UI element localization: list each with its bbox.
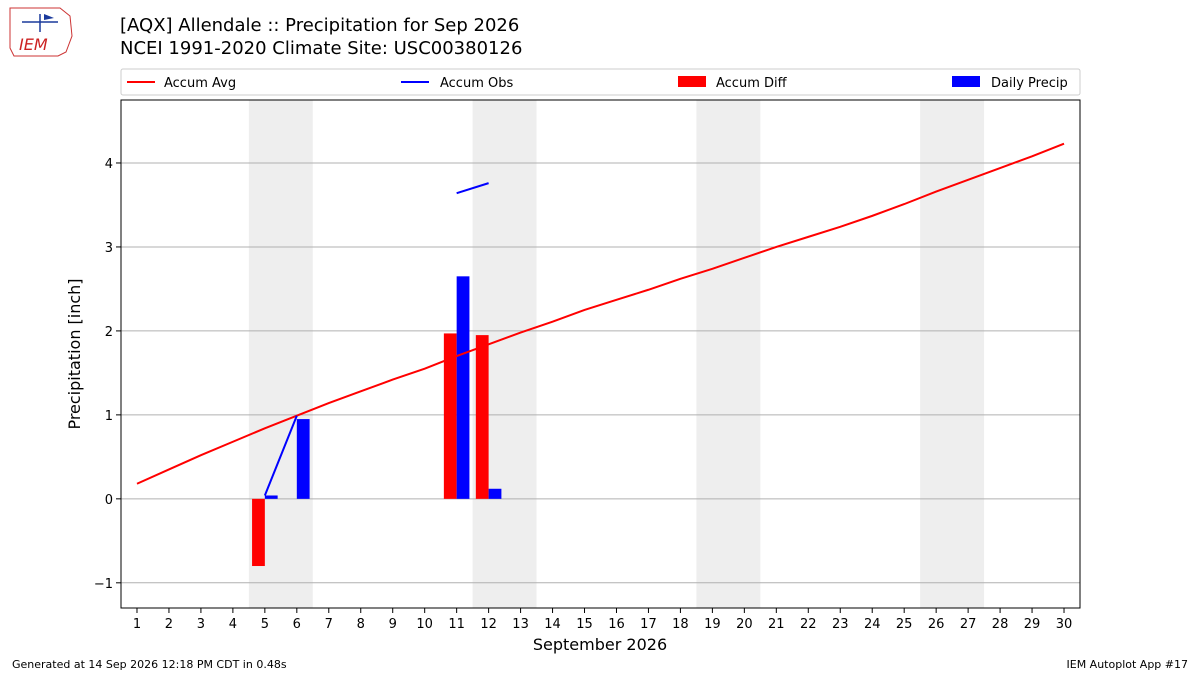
- x-tick-label: 18: [672, 617, 689, 632]
- logo-text: IEM: [19, 35, 48, 54]
- daily-precip-bar-day-11: [456, 276, 470, 499]
- x-tick-label: 1: [133, 617, 141, 632]
- y-tick-label: 1: [105, 409, 113, 424]
- x-tick-label: 14: [544, 617, 561, 632]
- legend-swatch-accum-diff: [678, 76, 706, 87]
- legend-box: [120, 68, 1081, 96]
- x-tick-label: 9: [389, 617, 397, 632]
- y-tick-label: 4: [105, 157, 113, 172]
- legend-item-daily-precip: Daily Precip: [952, 76, 1068, 91]
- weekend-band-3: [696, 100, 761, 608]
- legend-item-accum-obs: Accum Obs: [401, 76, 513, 91]
- x-tick-label: 8: [357, 617, 365, 632]
- legend-item-accum-avg: Accum Avg: [127, 76, 236, 91]
- x-tick-label: 23: [832, 617, 849, 632]
- y-axis-ticks: −1 0 1 2 3 4: [94, 157, 121, 592]
- x-axis-label: September 2026: [533, 635, 667, 654]
- chart-title-line1: [AQX] Allendale :: Precipitation for Sep…: [120, 15, 519, 36]
- x-tick-label: 24: [864, 617, 881, 632]
- x-tick-label: 11: [448, 617, 465, 632]
- legend-label-accum-diff: Accum Diff: [716, 76, 788, 91]
- x-tick-label: 20: [736, 617, 753, 632]
- footer-app-text: IEM Autoplot App #17: [1067, 658, 1189, 671]
- x-tick-label: 3: [197, 617, 205, 632]
- legend-item-accum-diff: Accum Diff: [678, 76, 788, 91]
- legend-swatch-daily-precip: [952, 76, 980, 87]
- x-tick-label: 13: [512, 617, 529, 632]
- x-tick-label: 2: [165, 617, 173, 632]
- x-tick-label: 28: [992, 617, 1009, 632]
- x-tick-label: 7: [325, 617, 333, 632]
- series-lines: [136, 142, 1065, 496]
- iem-logo: IEM: [9, 7, 73, 57]
- x-tick-label: 22: [800, 617, 817, 632]
- legend-label-accum-avg: Accum Avg: [164, 76, 236, 91]
- footer-generated-text: Generated at 14 Sep 2026 12:18 PM CDT in…: [12, 658, 287, 671]
- x-tick-label: 21: [768, 617, 785, 632]
- accum-obs-line-segment-2: [456, 182, 489, 195]
- x-tick-label: 16: [608, 617, 625, 632]
- y-tick-label: 2: [105, 325, 113, 340]
- y-axis-label: Precipitation [inch]: [65, 278, 84, 429]
- daily-precip-bar-day-5: [264, 495, 278, 499]
- iowa-outline-icon: [9, 7, 73, 57]
- y-tick-label: 0: [105, 493, 113, 508]
- x-axis-ticks: 1 2 3 4 5 6 7 8 9 10 11 12 13 14 15 16 17 18 19 20 21 22 23 24 2…: [133, 608, 1072, 632]
- x-tick-label: 17: [640, 617, 657, 632]
- accum-diff-bar-day-5: [252, 498, 265, 567]
- x-tick-label: 27: [960, 617, 977, 632]
- accum-diff-bar-day-12: [475, 335, 489, 499]
- x-tick-label: 15: [576, 617, 593, 632]
- legend-label-accum-obs: Accum Obs: [440, 76, 513, 91]
- x-tick-label: 12: [480, 617, 497, 632]
- daily-precip-bar-day-12: [488, 488, 502, 499]
- y-tick-label: 3: [105, 241, 113, 256]
- x-tick-label: 10: [416, 617, 433, 632]
- accum-avg-line: [136, 142, 1065, 485]
- x-tick-label: 5: [261, 617, 269, 632]
- x-tick-label: 19: [704, 617, 721, 632]
- legend-label-daily-precip: Daily Precip: [991, 76, 1068, 91]
- x-tick-label: 30: [1056, 617, 1073, 632]
- x-tick-label: 26: [928, 617, 945, 632]
- x-tick-label: 25: [896, 617, 913, 632]
- weekend-shading: [248, 100, 985, 608]
- accum-obs-line-segment-1: [263, 415, 298, 496]
- plot-area-frame: [120, 99, 1081, 609]
- accum-diff-bar-day-11: [443, 333, 457, 499]
- x-tick-label: 4: [229, 617, 237, 632]
- y-tick-label: −1: [94, 577, 113, 592]
- bars: [252, 276, 502, 567]
- x-tick-label: 6: [293, 617, 301, 632]
- chart-title-line2: NCEI 1991-2020 Climate Site: USC00380126: [120, 38, 522, 59]
- gridlines: [121, 162, 1080, 584]
- daily-precip-bar-day-6: [296, 419, 310, 499]
- legend: Accum Avg Accum Obs Accum Diff Daily Pre…: [120, 68, 1081, 96]
- x-tick-label: 29: [1024, 617, 1041, 632]
- weekend-band-4: [920, 100, 985, 608]
